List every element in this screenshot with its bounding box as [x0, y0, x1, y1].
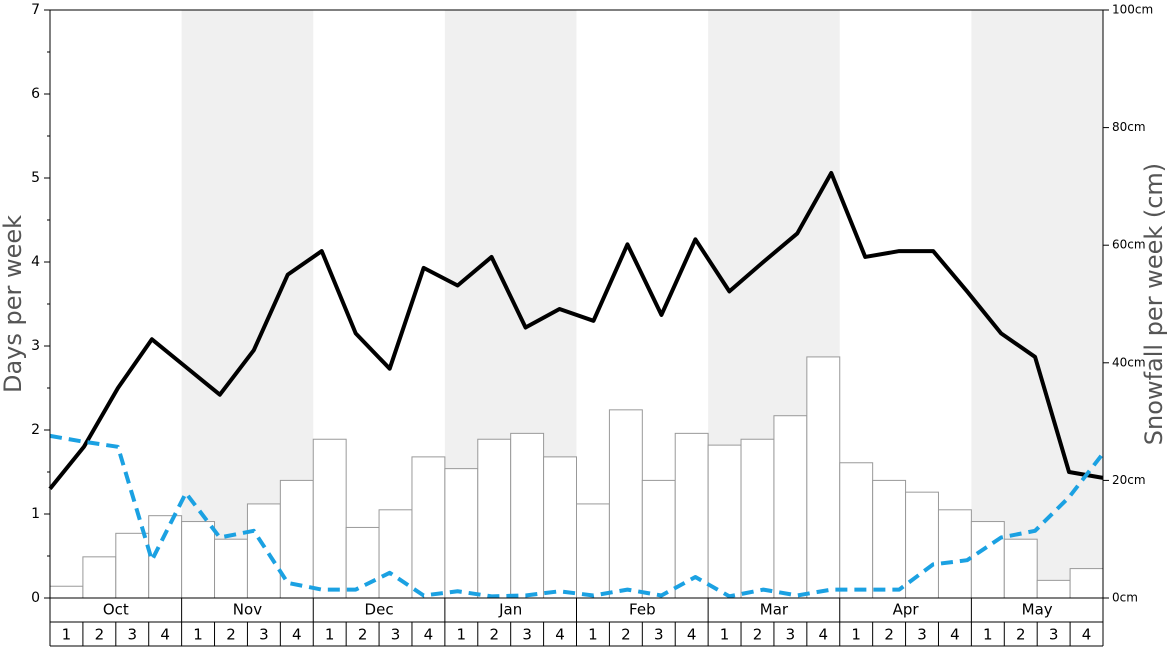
x-tick-label: 1 [720, 626, 730, 644]
bar [641, 479, 676, 599]
bar [543, 456, 577, 599]
month-label: Dec [365, 601, 394, 619]
bar [576, 503, 610, 599]
bar [279, 479, 314, 599]
x-tick-label: 3 [259, 626, 269, 644]
bar [115, 532, 150, 599]
month-label: Apr [893, 601, 920, 619]
y-tick-label: 6 [31, 86, 40, 102]
x-tick-label: 4 [292, 626, 302, 644]
x-tick-label: 4 [819, 626, 829, 644]
bar [477, 438, 512, 599]
x-tick-label: 3 [1049, 626, 1059, 644]
y-tick-label: 0 [31, 590, 40, 606]
x-tick-label: 1 [983, 626, 993, 644]
x-tick-label: 3 [522, 626, 532, 644]
month-label: May [1022, 601, 1053, 619]
bar [246, 503, 281, 599]
line [49, 433, 1105, 599]
x-tick-label: 2 [95, 626, 105, 644]
y-tick-label: 1 [31, 506, 40, 522]
bar [82, 556, 117, 599]
month-label: Mar [760, 601, 789, 619]
bar [773, 415, 808, 599]
x-tick-label: 2 [358, 626, 368, 644]
x-tick-label: 2 [1016, 626, 1026, 644]
bar [1003, 538, 1038, 599]
bar [707, 444, 742, 599]
y-axis-title: Days per week [0, 215, 27, 393]
x-tick-label: 3 [127, 626, 137, 644]
y-tick-label: 5 [31, 170, 40, 186]
month-label: Nov [233, 601, 262, 619]
x-tick-label: 3 [654, 626, 664, 644]
y2-tick-label: 20cm [1112, 473, 1146, 487]
x-tick-label: 1 [457, 626, 467, 644]
bar [411, 456, 446, 599]
line [48, 170, 1104, 491]
x-tick-label: 4 [424, 626, 434, 644]
y2-axis-title: Snowfall per week (cm) [1140, 163, 1168, 445]
x-tick-label: 3 [917, 626, 927, 644]
x-tick-label: 2 [884, 626, 894, 644]
x-tick-label: 1 [851, 626, 861, 644]
y2-tick-label: 60cm [1112, 238, 1146, 252]
y-tick-label: 4 [31, 254, 40, 270]
x-tick-label: 1 [62, 626, 72, 644]
bar [1036, 579, 1071, 599]
x-tick-label: 3 [786, 626, 796, 644]
y-tick-label: 7 [31, 2, 40, 18]
x-tick-label: 1 [325, 626, 335, 644]
x-tick-label: 4 [687, 626, 697, 644]
bar [510, 432, 545, 599]
x-tick-label: 1 [588, 626, 598, 644]
x-tick-label: 3 [391, 626, 401, 644]
bar [312, 438, 347, 599]
month-label: Jan [498, 601, 522, 619]
bar [806, 356, 841, 599]
month-label: Oct [103, 601, 129, 619]
x-tick-label: 2 [226, 626, 236, 644]
y2-tick-label: 100cm [1112, 3, 1153, 17]
x-tick-label: 4 [950, 626, 960, 644]
bar [181, 521, 216, 599]
x-tick-label: 2 [621, 626, 631, 644]
x-tick-label: 1 [193, 626, 203, 644]
x-tick-label: 4 [555, 626, 565, 644]
x-tick-label: 2 [753, 626, 763, 644]
bar [1069, 568, 1104, 599]
bar [872, 479, 907, 599]
bar [214, 538, 248, 599]
bar [970, 521, 1005, 599]
x-tick-label: 4 [1082, 626, 1092, 644]
y2-tick-label: 80cm [1112, 120, 1146, 134]
y2-tick-label: 40cm [1112, 355, 1146, 369]
bar [608, 409, 643, 599]
x-tick-label: 4 [160, 626, 170, 644]
y2-tick-label: 0cm [1112, 591, 1138, 605]
y-tick-label: 3 [31, 338, 40, 354]
y-tick-label: 2 [31, 422, 40, 438]
bar [740, 438, 775, 599]
month-shade [971, 10, 1103, 598]
bar [49, 585, 84, 599]
month-label: Feb [629, 601, 656, 619]
bar [937, 509, 972, 599]
bar [345, 526, 380, 599]
bar [674, 432, 709, 599]
bar [444, 468, 479, 599]
bar [839, 462, 874, 599]
x-tick-label: 2 [489, 626, 499, 644]
